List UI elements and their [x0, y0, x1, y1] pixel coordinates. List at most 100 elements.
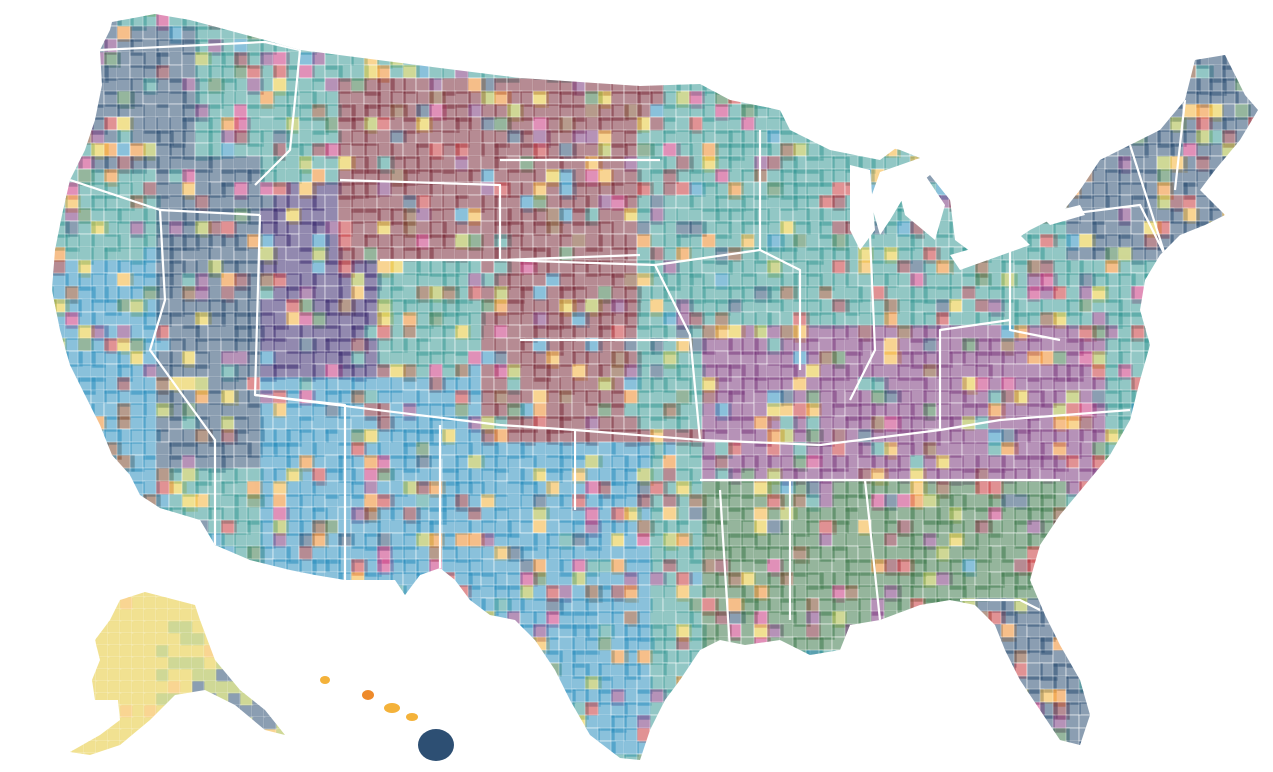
county	[948, 207, 968, 222]
county	[883, 623, 899, 640]
county	[1195, 14, 1211, 29]
county	[52, 597, 56, 612]
county	[610, 571, 626, 586]
county	[805, 38, 823, 53]
county	[766, 14, 783, 17]
county	[532, 467, 547, 483]
county	[389, 38, 409, 58]
county	[753, 558, 769, 573]
county	[52, 155, 68, 175]
county	[948, 649, 963, 664]
county	[1078, 493, 1093, 513]
county	[77, 519, 96, 539]
county	[26, 650, 44, 664]
county	[13, 585, 28, 600]
county	[0, 13, 17, 28]
county	[1000, 103, 1017, 122]
county	[1039, 584, 1059, 600]
county	[493, 636, 513, 655]
county	[714, 77, 731, 96]
county	[1234, 584, 1251, 600]
county	[90, 506, 107, 521]
county	[545, 14, 560, 27]
county	[246, 571, 263, 590]
county	[272, 649, 289, 669]
county	[233, 376, 248, 391]
county	[792, 14, 812, 28]
county	[13, 403, 27, 418]
county	[792, 38, 809, 58]
county	[922, 14, 940, 29]
county	[389, 636, 407, 655]
county	[701, 636, 716, 651]
county	[233, 77, 249, 93]
county	[1039, 103, 1059, 121]
county	[792, 25, 811, 43]
county	[740, 298, 756, 313]
county	[1065, 506, 1083, 521]
county	[1169, 233, 1185, 251]
county	[493, 14, 510, 28]
county	[831, 90, 850, 110]
county	[1247, 129, 1258, 145]
county	[1117, 64, 1137, 82]
county	[77, 77, 94, 96]
county	[1261, 481, 1273, 494]
county	[467, 25, 485, 41]
county	[1104, 90, 1119, 107]
county	[285, 233, 300, 248]
county	[1156, 584, 1175, 604]
county	[1247, 545, 1258, 565]
county	[1130, 571, 1147, 591]
county	[26, 156, 43, 172]
county	[1026, 649, 1042, 664]
county	[337, 584, 355, 599]
county	[246, 597, 263, 616]
county	[1026, 116, 1046, 133]
county	[155, 532, 173, 551]
county	[987, 90, 1005, 106]
county	[1234, 532, 1253, 552]
county	[1026, 14, 1042, 16]
county	[389, 389, 405, 404]
county	[1182, 259, 1200, 279]
county	[52, 623, 71, 641]
county	[1065, 103, 1083, 122]
county	[64, 636, 84, 651]
county	[77, 441, 96, 459]
county	[13, 364, 31, 381]
county	[701, 233, 717, 249]
county	[52, 389, 71, 408]
county	[584, 285, 600, 300]
county	[13, 299, 31, 314]
county	[52, 90, 66, 109]
county	[259, 584, 276, 599]
county	[350, 636, 367, 655]
county	[1130, 649, 1150, 665]
county	[1130, 25, 1148, 40]
county	[961, 506, 976, 522]
county	[1065, 129, 1085, 146]
county	[858, 0, 873, 13]
county	[1104, 519, 1122, 536]
county	[77, 25, 92, 43]
county	[1234, 376, 1250, 395]
county	[298, 584, 313, 599]
county	[701, 25, 717, 45]
county	[857, 649, 874, 669]
county	[272, 584, 291, 599]
county	[0, 234, 15, 247]
county	[805, 584, 821, 599]
county	[181, 532, 196, 552]
county	[1143, 64, 1161, 83]
county	[649, 597, 664, 613]
county	[1091, 558, 1108, 573]
county	[1247, 194, 1258, 209]
county	[1208, 415, 1224, 432]
county	[52, 454, 58, 473]
county	[467, 506, 483, 521]
county	[428, 584, 443, 602]
county	[1234, 142, 1252, 158]
county	[780, 0, 797, 13]
county	[818, 77, 835, 97]
